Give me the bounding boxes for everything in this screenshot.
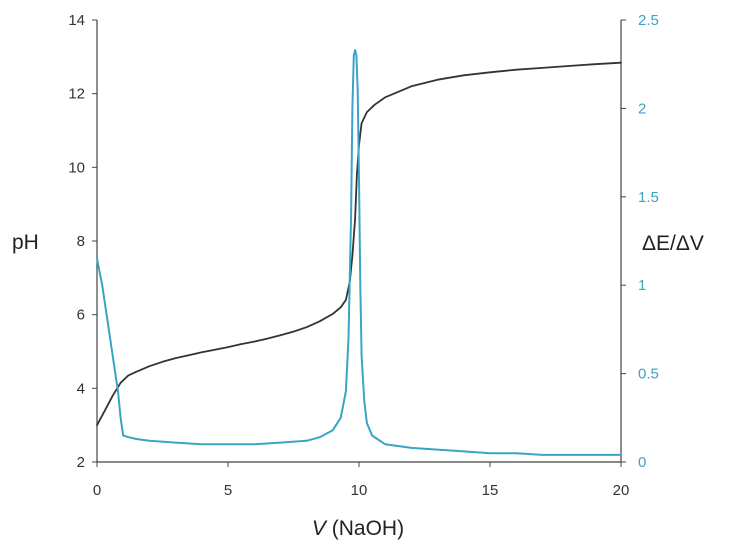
x-tick-label: 15 <box>482 482 499 499</box>
ph-series-line <box>96 61 622 427</box>
x-axis-title-var: V <box>312 517 328 540</box>
series-lines <box>96 49 622 456</box>
x-axis-title: V (NaOH) <box>312 517 404 540</box>
y-tick-label: 4 <box>77 380 85 397</box>
y2-tick-label: 1 <box>638 277 646 294</box>
y2-tick-label: 2.5 <box>638 12 659 29</box>
y-tick-label: 8 <box>77 233 85 250</box>
x-tick-label: 5 <box>224 482 232 499</box>
tick-labels: 2 4 6 8 10 12 14 0 0.5 1 1.5 2 2.5 0 5 10 15 20 <box>68 12 659 499</box>
y2-tick-label: 0 <box>638 454 646 471</box>
y-axis-title: pH <box>12 231 39 254</box>
y-tick-label: 12 <box>68 86 85 103</box>
y2-tick-label: 0.5 <box>638 366 659 383</box>
y2-tick-label: 2 <box>638 100 646 117</box>
y2-tick-label: 1.5 <box>638 189 659 206</box>
x-axis-title-rest: (NaOH) <box>326 517 404 540</box>
y2-axis-title: ΔE/ΔV <box>642 232 704 255</box>
y-tick-label: 14 <box>68 12 85 29</box>
x-tick-label: 20 <box>613 482 630 499</box>
y-tick-label: 2 <box>77 454 85 471</box>
y-tick-label: 10 <box>68 159 85 176</box>
y-tick-label: 6 <box>77 307 85 324</box>
derivative-series-line <box>96 49 622 456</box>
x-tick-label: 0 <box>93 482 101 499</box>
tick-marks <box>92 19 626 467</box>
x-tick-label: 10 <box>351 482 368 499</box>
